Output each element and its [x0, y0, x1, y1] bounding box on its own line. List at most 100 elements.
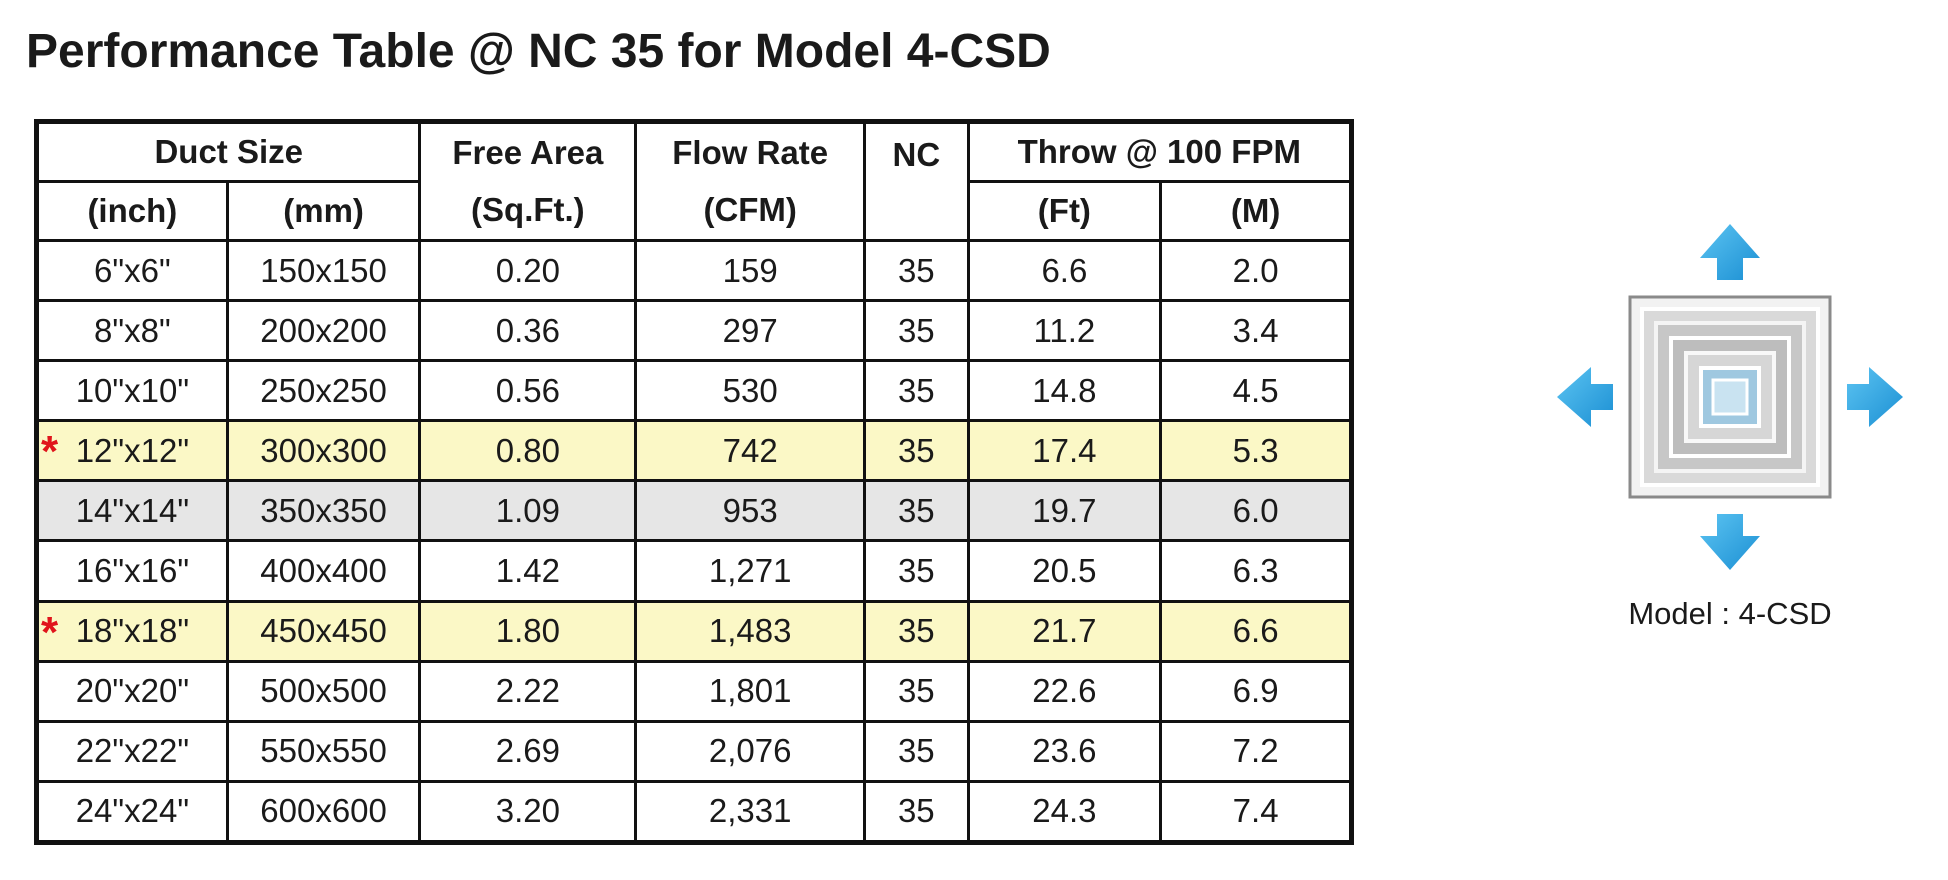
page-title: Performance Table @ NC 35 for Model 4-CS… [26, 25, 1051, 78]
cell-free-area: 2.22 [418, 659, 638, 723]
arrow-up-icon [1700, 224, 1760, 280]
cell-mm-value: 200x200 [260, 311, 387, 349]
cell-free-area: 1.80 [418, 599, 638, 663]
header-unit-cfm: (CFM) [634, 181, 867, 242]
cell-throw-ft: 22.6 [966, 659, 1163, 723]
cell-throw-m-value: 2.0 [1232, 251, 1279, 289]
cell-inch: 8"x8" [35, 299, 229, 363]
cell-free-area-value: 0.56 [495, 371, 560, 409]
cell-throw-m-value: 6.9 [1232, 672, 1279, 710]
cell-mm-value: 250x250 [260, 371, 387, 409]
cell-mm: 200x200 [225, 299, 422, 363]
cell-mm: 600x600 [225, 779, 422, 845]
cell-nc-value: 35 [897, 251, 935, 289]
cell-throw-m: 5.3 [1159, 419, 1353, 483]
cell-free-area-value: 1.42 [495, 552, 560, 590]
recommended-marker-icon: * [41, 607, 59, 657]
table-row: 24"x24" 600x600 3.20 2,331 35 24.3 7.4 [35, 779, 1353, 845]
cell-nc: 35 [863, 299, 970, 363]
cell-flow-rate: 953 [634, 479, 867, 543]
header-nc: NC [863, 120, 970, 242]
cell-throw-ft: 11.2 [966, 299, 1163, 363]
cell-free-area-value: 2.22 [495, 672, 560, 710]
cell-throw-m: 7.2 [1159, 719, 1353, 783]
cell-nc: 35 [863, 659, 970, 723]
cell-throw-ft-value: 19.7 [1032, 491, 1097, 529]
cell-inch-value: 20"x20" [75, 672, 190, 710]
cell-flow-rate: 530 [634, 359, 867, 423]
cell-throw-ft: 6.6 [966, 238, 1163, 303]
cell-mm: 450x450 [225, 599, 422, 663]
cell-throw-m: 4.5 [1159, 359, 1353, 423]
header-duct-size: Duct Size [34, 120, 422, 183]
cell-flow-rate-value: 742 [722, 431, 778, 469]
cell-mm-value: 300x300 [260, 431, 387, 469]
cell-nc-value: 35 [897, 431, 935, 469]
cell-throw-m: 3.4 [1159, 299, 1353, 363]
cell-flow-rate: 742 [634, 419, 867, 483]
cell-flow-rate-value: 1,271 [708, 552, 792, 590]
cell-free-area: 0.20 [418, 238, 638, 303]
product-image [1555, 222, 1905, 572]
cell-flow-rate: 2,076 [634, 719, 867, 783]
cell-throw-m-value: 3.4 [1232, 311, 1279, 349]
table-row: 16"x16" 400x400 1.42 1,271 35 20.5 6.3 [35, 539, 1353, 603]
cell-free-area: 2.69 [418, 719, 638, 783]
cell-flow-rate-value: 1,483 [708, 612, 792, 650]
cell-mm: 150x150 [225, 238, 422, 303]
cell-mm-value: 550x550 [260, 732, 387, 770]
cell-throw-m-value: 4.5 [1232, 371, 1279, 409]
table-header-row-groups: Duct Size Free Area Flow Rate NC Throw @… [34, 120, 1354, 242]
cell-mm-value: 350x350 [260, 491, 387, 529]
cell-throw-ft-value: 14.8 [1032, 371, 1097, 409]
cell-flow-rate-value: 297 [722, 311, 778, 349]
cell-mm: 550x550 [225, 719, 422, 783]
cell-mm: 250x250 [225, 359, 422, 423]
cell-throw-m-value: 6.3 [1232, 552, 1279, 590]
cell-mm-value: 400x400 [260, 552, 387, 590]
cell-free-area-value: 0.80 [495, 431, 560, 469]
cell-flow-rate-value: 530 [722, 371, 778, 409]
cell-throw-m-value: 6.6 [1232, 612, 1279, 650]
cell-throw-ft: 20.5 [966, 539, 1163, 603]
cell-nc: 35 [863, 719, 970, 783]
cell-nc-value: 35 [897, 371, 935, 409]
table-row: 14"x14" 350x350 1.09 953 35 19.7 6.0 [35, 479, 1353, 543]
cell-free-area-value: 0.36 [495, 311, 560, 349]
cell-free-area-value: 1.09 [495, 491, 560, 529]
cell-inch-value: 10"x10" [75, 371, 190, 409]
cell-inch: * 12"x12" [35, 419, 229, 483]
cell-throw-m-value: 6.0 [1232, 491, 1279, 529]
cell-inch-value: 24"x24" [75, 792, 190, 830]
cell-free-area-value: 2.69 [495, 732, 560, 770]
cell-flow-rate: 1,483 [634, 599, 867, 663]
header-unit-mm: (mm) [225, 180, 422, 242]
cell-nc-value: 35 [897, 552, 935, 590]
cell-free-area: 0.36 [418, 299, 638, 363]
table-row: * 12"x12" 300x300 0.80 742 35 17.4 5.3 [35, 419, 1353, 483]
cell-mm: 300x300 [225, 419, 422, 483]
cell-throw-ft: 24.3 [966, 779, 1163, 845]
cell-inch-value: 6"x6" [94, 251, 171, 289]
cell-free-area-value: 0.20 [495, 251, 560, 289]
cell-inch-value: 8"x8" [94, 311, 171, 349]
cell-nc: 35 [863, 779, 970, 845]
cell-inch-value: 22"x22" [75, 732, 190, 770]
cell-nc-value: 35 [897, 311, 935, 349]
cell-inch: 24"x24" [35, 779, 229, 845]
cell-mm-value: 450x450 [260, 612, 387, 650]
model-caption: Model : 4-CSD [1628, 596, 1832, 631]
cell-mm: 500x500 [225, 659, 422, 723]
table-row: 8"x8" 200x200 0.36 297 35 11.2 3.4 [35, 299, 1353, 363]
cell-flow-rate-value: 2,331 [708, 792, 792, 830]
arrow-left-icon [1557, 367, 1613, 427]
cell-nc-value: 35 [897, 491, 935, 529]
cell-inch-value: 16"x16" [75, 552, 190, 590]
cell-throw-ft-value: 6.6 [1041, 251, 1088, 289]
performance-table: Duct Size Free Area Flow Rate NC Throw @… [34, 119, 1354, 845]
table-row: 10"x10" 250x250 0.56 530 35 14.8 4.5 [35, 359, 1353, 423]
cell-throw-m-value: 7.2 [1232, 732, 1279, 770]
cell-inch: 22"x22" [35, 719, 229, 783]
table-row: 20"x20" 500x500 2.22 1,801 35 22.6 6.9 [35, 659, 1353, 723]
cell-flow-rate: 2,331 [634, 779, 867, 845]
